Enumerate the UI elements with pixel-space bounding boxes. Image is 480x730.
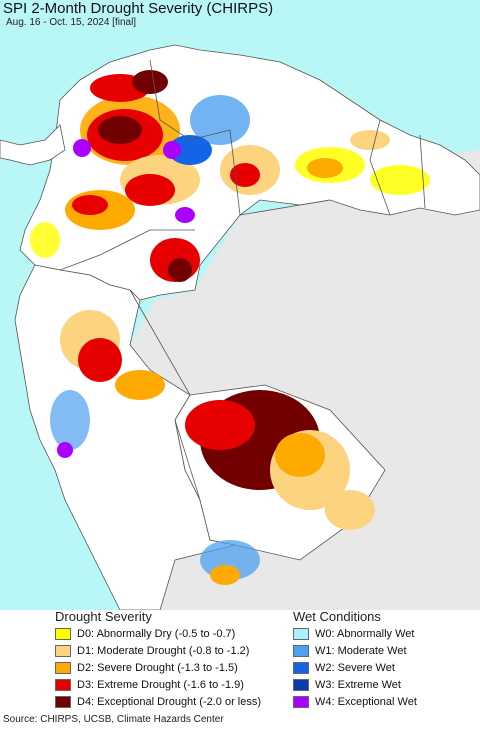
legend-item-w3: W3: Extreme Wet: [293, 678, 401, 692]
legend-label-w4: W4: Exceptional Wet: [315, 696, 417, 708]
wet-legend-title: Wet Conditions: [293, 609, 381, 624]
country-borders: [59, 59, 426, 501]
legend-item-w4: W4: Exceptional Wet: [293, 695, 417, 709]
legend-item-d2: D2: Severe Drought (-1.3 to -1.5): [55, 661, 238, 675]
drought-map: [0, 0, 480, 610]
legend-label-w3: W3: Extreme Wet: [315, 679, 401, 691]
swatch-w3: [293, 679, 309, 691]
swatch-d0: [55, 628, 71, 640]
map-canvas: [0, 0, 480, 610]
legend-label-w1: W1: Moderate Wet: [315, 645, 407, 657]
swatch-w0: [293, 628, 309, 640]
legend-item-d0: D0: Abnormally Dry (-0.5 to -0.7): [55, 627, 235, 641]
legend-label-d3: D3: Extreme Drought (-1.6 to -1.9): [77, 679, 244, 691]
legend-item-w2: W2: Severe Wet: [293, 661, 395, 675]
map-title: SPI 2-Month Drought Severity (CHIRPS): [3, 0, 274, 17]
legend-label-d2: D2: Severe Drought (-1.3 to -1.5): [77, 662, 238, 674]
swatch-w2: [293, 662, 309, 674]
map-subtitle: Aug. 16 - Oct. 15, 2024 [final]: [6, 17, 137, 28]
swatch-d1: [55, 645, 71, 657]
legend-label-w2: W2: Severe Wet: [315, 662, 395, 674]
swatch-w1: [293, 645, 309, 657]
land-outside-region: [130, 150, 480, 610]
legend-item-w0: W0: Abnormally Wet: [293, 627, 414, 641]
legend-label-d1: D1: Moderate Drought (-0.8 to -1.2): [77, 645, 250, 657]
legend-label-d4: D4: Exceptional Drought (-2.0 or less): [77, 696, 262, 708]
legend-item-w1: W1: Moderate Wet: [293, 644, 407, 658]
legend-item-d1: D1: Moderate Drought (-0.8 to -1.2): [55, 644, 249, 658]
swatch-d4: [55, 696, 71, 708]
land-panama: [0, 124, 66, 166]
swatch-d3: [55, 679, 71, 691]
legend-item-d3: D3: Extreme Drought (-1.6 to -1.9): [55, 678, 244, 692]
severity-patches: [30, 70, 430, 585]
legend-item-d4: D4: Exceptional Drought (-2.0 or less): [55, 695, 261, 709]
swatch-d2: [55, 662, 71, 674]
legend-label-w0: W0: Abnormally Wet: [315, 628, 415, 640]
swatch-w4: [293, 696, 309, 708]
source-credit: Source: CHIRPS, UCSB, Climate Hazards Ce…: [3, 714, 224, 725]
drought-legend-title: Drought Severity: [55, 609, 152, 624]
legend-label-d0: D0: Abnormally Dry (-0.5 to -0.7): [77, 628, 236, 640]
